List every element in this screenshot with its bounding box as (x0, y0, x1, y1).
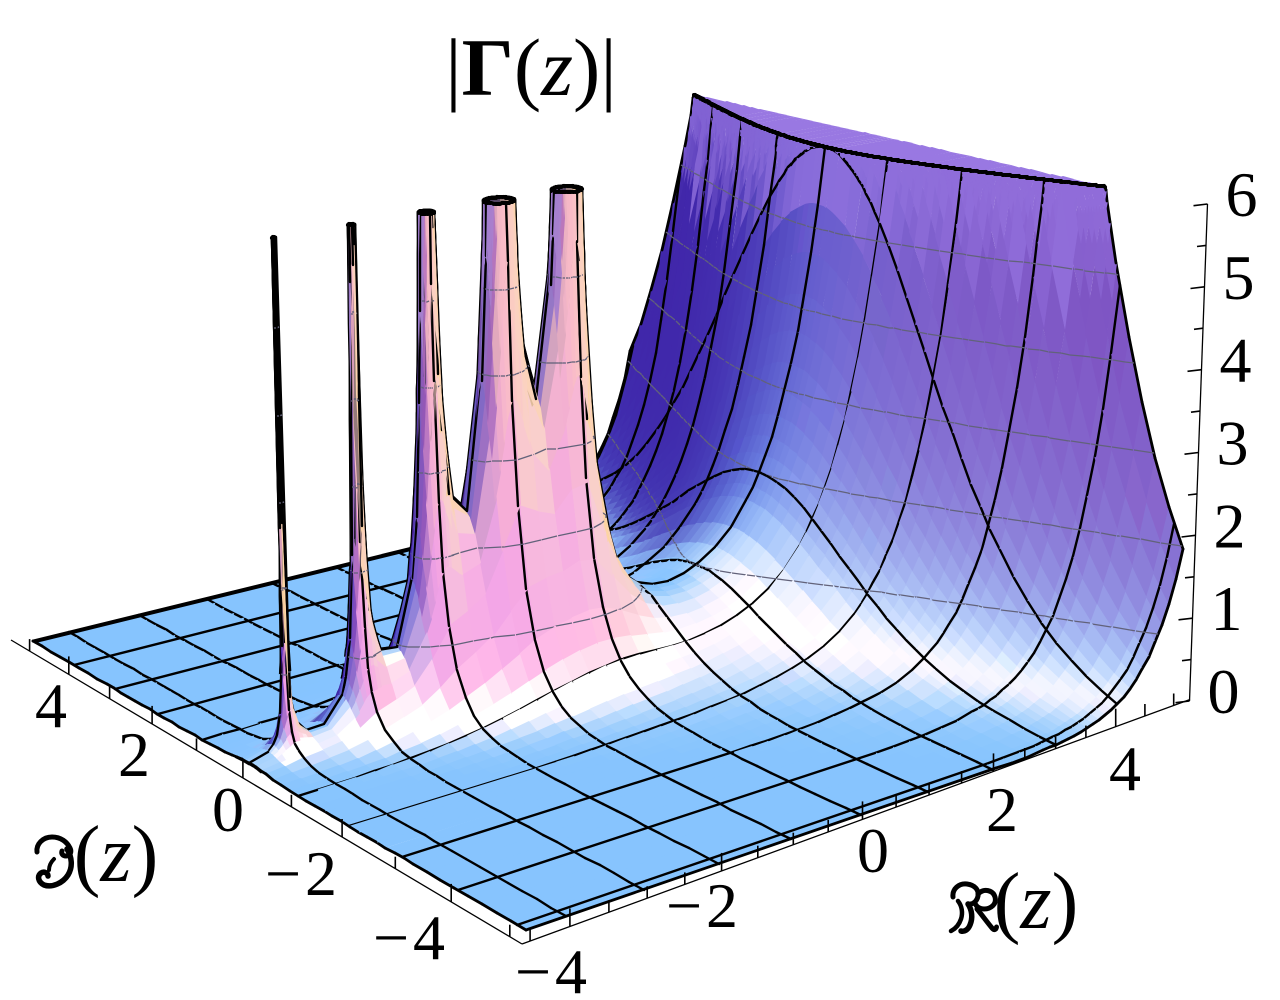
svg-text:0: 0 (1208, 656, 1240, 727)
svg-text:4: 4 (1109, 733, 1141, 804)
svg-text:1: 1 (1211, 573, 1243, 644)
svg-text:−4: −4 (373, 902, 445, 973)
svg-text:6: 6 (1226, 159, 1258, 230)
svg-text:0: 0 (857, 815, 889, 886)
svg-text:(z): (z) (994, 858, 1078, 946)
svg-text:2: 2 (1214, 490, 1246, 561)
svg-text:−4: −4 (515, 936, 587, 1000)
svg-text:2: 2 (986, 774, 1018, 845)
svg-text:2: 2 (118, 719, 150, 790)
svg-text:4: 4 (35, 670, 67, 741)
svg-text:(z): (z) (74, 811, 158, 899)
svg-text:0: 0 (212, 774, 244, 845)
svg-text:−2: −2 (666, 870, 738, 941)
svg-text:|Γ(z)|: |Γ(z)| (445, 22, 617, 113)
svg-text:−2: −2 (265, 838, 337, 909)
svg-text:5: 5 (1223, 242, 1255, 313)
svg-text:4: 4 (1220, 325, 1252, 396)
svg-text:3: 3 (1217, 408, 1249, 479)
